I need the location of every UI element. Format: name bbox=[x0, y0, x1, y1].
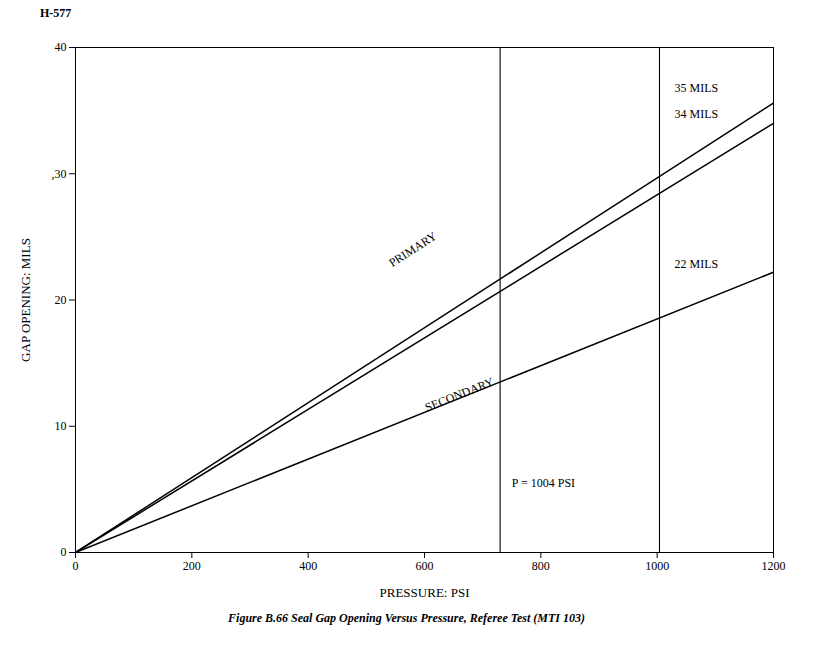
svg-text:0: 0 bbox=[73, 559, 79, 573]
svg-text:20: 20 bbox=[55, 293, 67, 307]
svg-text:10: 10 bbox=[55, 419, 67, 433]
svg-text:800: 800 bbox=[532, 559, 550, 573]
svg-text:P = 1004 PSI: P = 1004 PSI bbox=[512, 476, 575, 490]
svg-text:SECONDARY: SECONDARY bbox=[423, 374, 496, 414]
svg-text:0: 0 bbox=[61, 545, 67, 559]
svg-text:22 MILS: 22 MILS bbox=[675, 257, 719, 271]
svg-text:35 MILS: 35 MILS bbox=[675, 81, 719, 95]
svg-text:400: 400 bbox=[299, 559, 317, 573]
svg-text:,30: ,30 bbox=[52, 167, 67, 181]
svg-text:PRESSURE: PSI: PRESSURE: PSI bbox=[380, 585, 470, 600]
svg-text:1000: 1000 bbox=[645, 559, 669, 573]
html-text:H-577: H-577 bbox=[40, 6, 72, 20]
svg-text:PRIMARY: PRIMARY bbox=[386, 229, 439, 270]
svg-text:GAP OPENING: MILS: GAP OPENING: MILS bbox=[18, 238, 33, 362]
svg-text:34 MILS: 34 MILS bbox=[675, 107, 719, 121]
svg-text:40: 40 bbox=[55, 40, 67, 54]
svg-text:600: 600 bbox=[416, 559, 434, 573]
svg-text:200: 200 bbox=[183, 559, 201, 573]
svg-text:1200: 1200 bbox=[762, 559, 786, 573]
html-text:Figure B.66 Seal Gap Opening V: Figure B.66 Seal Gap Opening Versus Pres… bbox=[228, 611, 585, 625]
